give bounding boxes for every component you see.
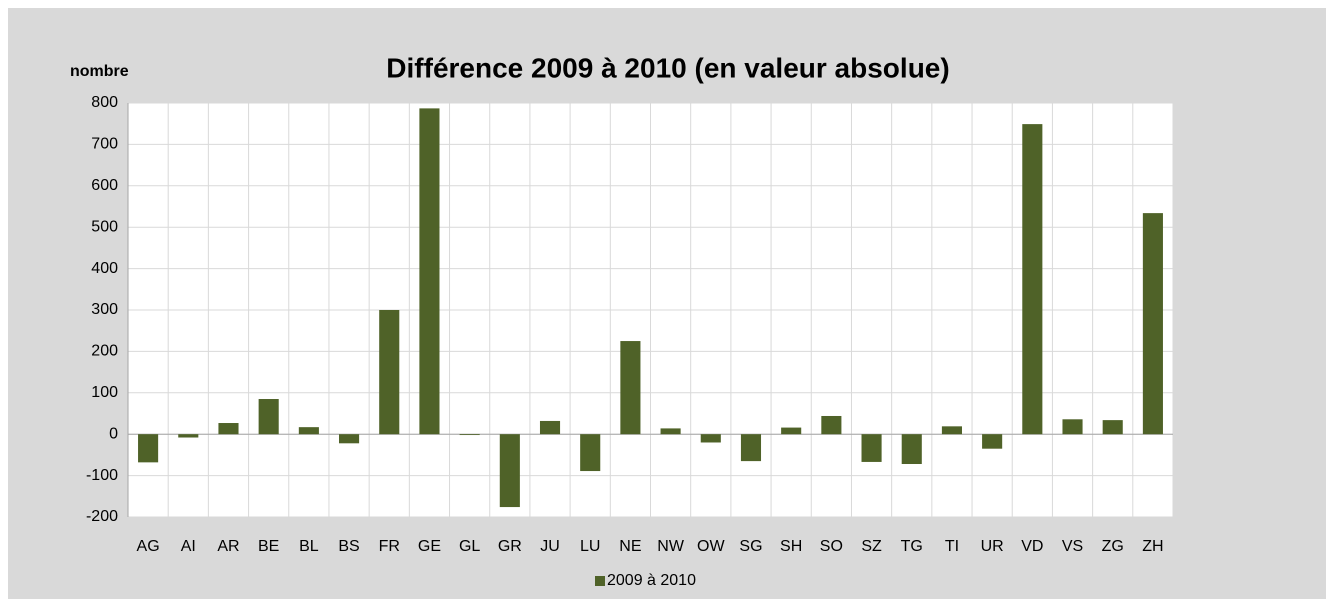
x-tick-label: BE — [258, 538, 279, 555]
bar — [1142, 213, 1163, 435]
chart-title: Différence 2009 à 2010 (en valeur absolu… — [386, 52, 949, 83]
x-tick-label: ZH — [1142, 538, 1163, 555]
bar — [941, 426, 962, 435]
y-tick-label: 600 — [91, 177, 118, 194]
bar — [379, 310, 400, 435]
x-tick-label: VD — [1021, 538, 1043, 555]
bar — [298, 427, 319, 435]
bar — [138, 434, 159, 463]
bar — [1022, 124, 1043, 435]
y-tick-label: -200 — [86, 508, 118, 525]
x-tick-label: AR — [217, 538, 239, 555]
x-tick-label: GE — [418, 538, 441, 555]
x-tick-label: ZG — [1102, 538, 1124, 555]
legend-label: 2009 à 2010 — [607, 572, 696, 589]
bar — [339, 434, 360, 444]
bar — [821, 415, 842, 435]
bar — [740, 434, 762, 462]
bar — [700, 434, 721, 443]
bar — [459, 434, 480, 436]
bar — [861, 434, 882, 462]
y-tick-label: 700 — [91, 136, 118, 153]
bar — [620, 341, 641, 435]
bar — [982, 434, 1003, 449]
y-tick-label: 100 — [91, 384, 118, 401]
legend-swatch — [595, 576, 605, 586]
bar — [499, 434, 520, 508]
x-tick-label: GR — [498, 538, 522, 555]
bar — [781, 427, 802, 435]
bar — [1102, 420, 1123, 435]
x-tick-label: SH — [780, 538, 802, 555]
x-tick-label: UR — [981, 538, 1004, 555]
y-tick-label: 0 — [109, 425, 118, 442]
x-tick-label: SO — [820, 538, 843, 555]
x-tick-label: GL — [459, 538, 480, 555]
bar — [580, 434, 601, 472]
x-tick-label: TG — [901, 538, 923, 555]
x-tick-label: AG — [137, 538, 160, 555]
x-tick-label: LU — [580, 538, 600, 555]
x-tick-label: FR — [379, 538, 400, 555]
x-tick-label: VS — [1062, 538, 1083, 555]
x-tick-label: NE — [619, 538, 641, 555]
bar — [539, 420, 561, 435]
x-tick-label: TI — [945, 538, 959, 555]
x-tick-label: BL — [299, 538, 319, 555]
y-tick-label: -100 — [86, 467, 118, 484]
bar — [419, 108, 440, 435]
x-tick-label: BS — [338, 538, 359, 555]
y-tick-label: 500 — [91, 218, 118, 235]
bar — [178, 434, 199, 438]
bar — [1062, 419, 1083, 435]
y-tick-label: 300 — [91, 301, 118, 318]
x-tick-label: AI — [181, 538, 196, 555]
bar — [660, 428, 681, 435]
bar — [901, 434, 922, 465]
x-tick-label: SZ — [861, 538, 882, 555]
bar — [258, 399, 279, 435]
y-tick-label: 800 — [91, 94, 118, 111]
y-tick-label: 200 — [91, 343, 118, 360]
bar — [218, 423, 239, 435]
x-tick-label: JU — [540, 538, 560, 555]
x-tick-label: NW — [657, 538, 685, 555]
y-axis-label: nombre — [70, 63, 129, 80]
y-tick-label: 400 — [91, 260, 118, 277]
x-tick-label: SG — [739, 538, 762, 555]
x-tick-label: OW — [697, 538, 725, 555]
